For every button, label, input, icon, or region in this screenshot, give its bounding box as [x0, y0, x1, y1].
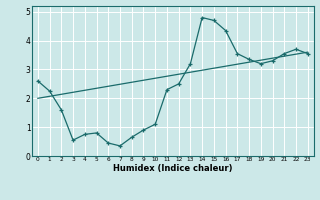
X-axis label: Humidex (Indice chaleur): Humidex (Indice chaleur)	[113, 164, 233, 173]
